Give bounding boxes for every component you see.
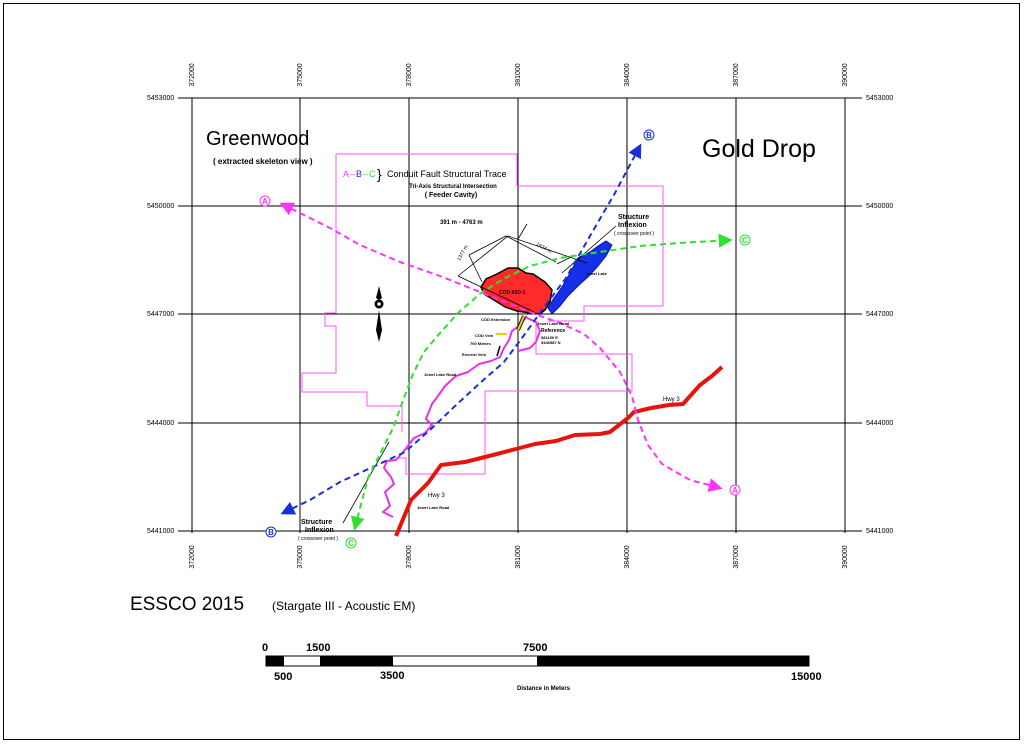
legend-letter-c: C [369, 169, 376, 179]
highway-3-line [394, 365, 724, 537]
marker-c-start-ring [345, 537, 357, 549]
reference-label: Reference [541, 328, 565, 334]
marker-b-start-ring [265, 526, 277, 538]
hwy-label-top: Hwy 3 [663, 397, 680, 403]
northing-right-label: 5444000 [866, 420, 893, 427]
scale-label-15000: 15000 [791, 671, 822, 683]
claim-boundary-west [301, 154, 403, 432]
scale-segment [266, 656, 284, 666]
legend-brace: } [377, 166, 382, 182]
reference-easting: 381190 E [541, 335, 558, 340]
scale-label-3500: 3500 [380, 670, 404, 682]
northing-right-label: 5447000 [866, 311, 893, 318]
jewel-lake-label: Jewel Lake [586, 271, 608, 276]
report-title: ESSCO 2015 [130, 594, 245, 615]
northing-right-label: 5453000 [866, 95, 893, 102]
north-arrow-icon [374, 286, 384, 342]
legend-letter-a: A [343, 169, 349, 179]
easting-bottom-label: 387000 [733, 545, 740, 568]
easting-top-label: 381000 [515, 63, 522, 86]
target-label: COD-00D-1 [499, 290, 526, 296]
trace-b [280, 143, 642, 515]
northing-left-label: 5450000 [147, 203, 174, 210]
dimension-span-label: 391 m - 4763 m [440, 220, 483, 226]
marker-a-end: A [732, 486, 738, 495]
jewel-lake-road-label-top: Jewel Lake Road [537, 321, 570, 326]
marker-c-start: C [348, 539, 354, 548]
jewel-lake-road-label-bottom: Jewel Lake Road [417, 505, 450, 510]
northing-left-label: 5447000 [147, 311, 174, 318]
northing-left-label: 5444000 [147, 420, 174, 427]
easting-top-label: 372000 [189, 63, 196, 86]
easting-bottom-label: 378000 [406, 545, 413, 568]
tri-axis-subtitle: ( Feeder Cavity) [425, 192, 478, 199]
easting-bottom-label: 384000 [624, 545, 631, 568]
scale-label-1500: 1500 [306, 642, 330, 654]
inflexion-top-line1: Structure [618, 214, 649, 221]
cod-vein-label: COD Vein [475, 333, 494, 338]
hwy-label-bottom: Hwy 3 [428, 493, 445, 499]
inflexion-top-line3: ( crossover point ) [614, 231, 654, 237]
northing-right-label: 5450000 [866, 203, 893, 210]
inflexion-bottom-line1: Structure [301, 519, 332, 526]
scale-segment [320, 656, 393, 666]
easting-bottom-label: 375000 [297, 545, 304, 568]
scale-label-500: 500 [274, 671, 292, 683]
page-frame [3, 3, 1020, 740]
easting-bottom-label: 390000 [842, 545, 849, 568]
easting-top-label: 390000 [842, 63, 849, 86]
reference-northing: 5446587 N [541, 340, 561, 345]
northing-left-label: 5453000 [147, 95, 174, 102]
scale-bar: 0 1500 7500 500 3500 15000 Distance in M… [262, 642, 822, 692]
marker-c-end-ring [739, 234, 751, 246]
legend-dash-2: – [363, 169, 368, 179]
easting-bottom-label: 381000 [515, 545, 522, 568]
inflexion-top-line2: Inflexion [618, 222, 647, 229]
legend: A – B – C } Conduit Fault Structural Tra… [343, 166, 507, 182]
inflexion-bottom-leader [342, 441, 390, 524]
marker-a-start: A [262, 197, 268, 206]
trace-a [279, 202, 723, 492]
marker-b-end-ring [643, 129, 655, 141]
marker-a-end-ring [729, 484, 741, 496]
marker-b-start: B [268, 528, 274, 537]
marker-b-end: B [646, 131, 652, 140]
dimension-diag-2-label: 1634 m [535, 242, 552, 256]
report-subtitle: (Stargate III - Acoustic EM) [272, 599, 416, 613]
legend-text: Conduit Fault Structural Trace [387, 169, 507, 179]
jewel-lake-road-label-mid: Jewel Lake Road [424, 372, 457, 377]
jewel-lake-road [382, 315, 528, 518]
scale-segment [537, 656, 809, 666]
easting-top-label: 384000 [624, 63, 631, 86]
inflexion-bottom-line2: Inflexion [305, 527, 334, 534]
place-label-gold-drop: Gold Drop [702, 135, 816, 163]
place-label-greenwood: Greenwood [206, 128, 310, 150]
dimension-diag-1-label: 1377 m [456, 244, 469, 262]
legend-letter-b: B [356, 169, 362, 179]
meters-700-label: 700 Meters [470, 341, 491, 346]
marker-a-start-ring [259, 195, 271, 207]
tri-axis-title: Tri-Axis Structural Intersection [409, 184, 497, 190]
easting-bottom-label: 372000 [189, 545, 196, 568]
legend-dash-1: – [350, 169, 355, 179]
inflexion-bottom-line3: ( crossover point ) [298, 536, 338, 542]
scale-label-7500: 7500 [523, 642, 547, 654]
northing-left-label: 5441000 [147, 528, 174, 535]
easting-top-label: 387000 [733, 63, 740, 86]
marker-c-end: C [742, 236, 748, 245]
enerest-vein-label: Enerest Vein [462, 352, 487, 357]
scale-label-0: 0 [262, 642, 268, 654]
enerest-vein-marker [496, 345, 501, 357]
cod-extension-label: COD Extension [481, 317, 511, 322]
easting-top-label: 375000 [297, 63, 304, 86]
place-label-greenwood-subtitle: ( extracted skeleton view ) [213, 157, 313, 166]
scale-caption: Distance in Meters [517, 686, 571, 692]
easting-top-label: 378000 [406, 63, 413, 86]
northing-right-label: 5441000 [866, 528, 893, 535]
